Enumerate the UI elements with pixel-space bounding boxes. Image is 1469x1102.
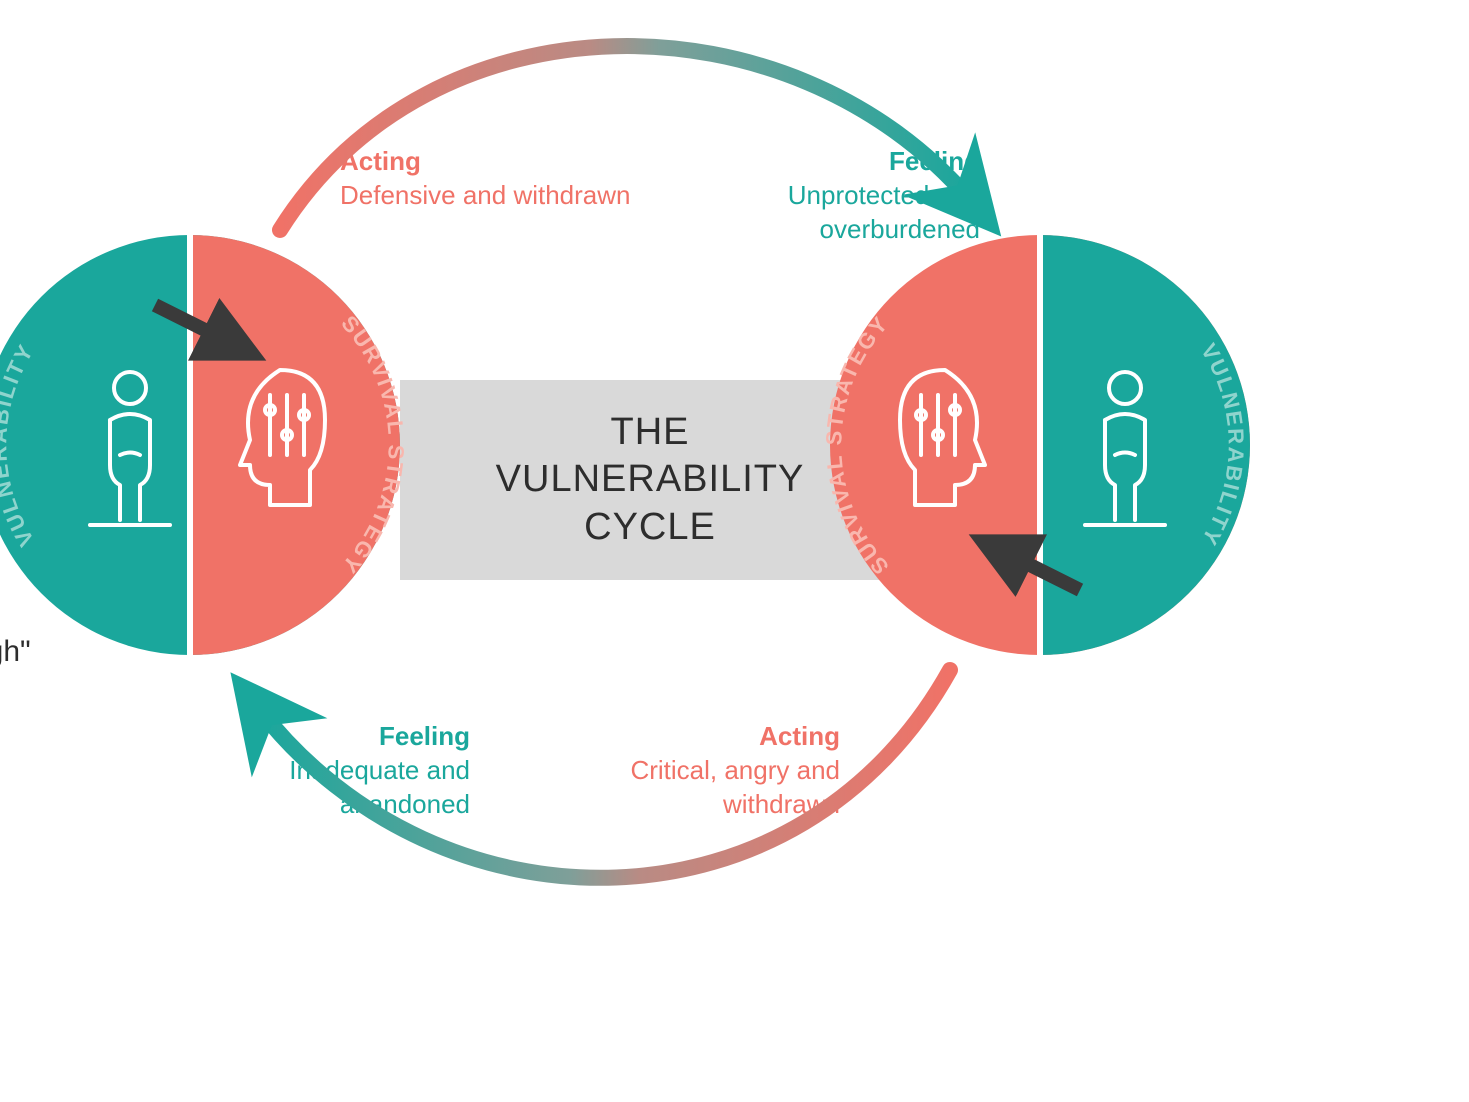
diagram-svg: VULNERABILITY SURVIVAL STRATEGY <box>0 0 1469 1102</box>
diagram-stage: THE VULNERABILITY CYCLE Acting Defensive… <box>0 0 1469 1102</box>
cycle-arrow-top <box>280 46 970 230</box>
right-circle: SURVIVAL STRATEGY VULNERABILITY <box>821 235 1250 655</box>
cycle-arrow-bottom <box>260 670 950 878</box>
left-circle: VULNERABILITY SURVIVAL STRATEGY <box>0 235 409 655</box>
